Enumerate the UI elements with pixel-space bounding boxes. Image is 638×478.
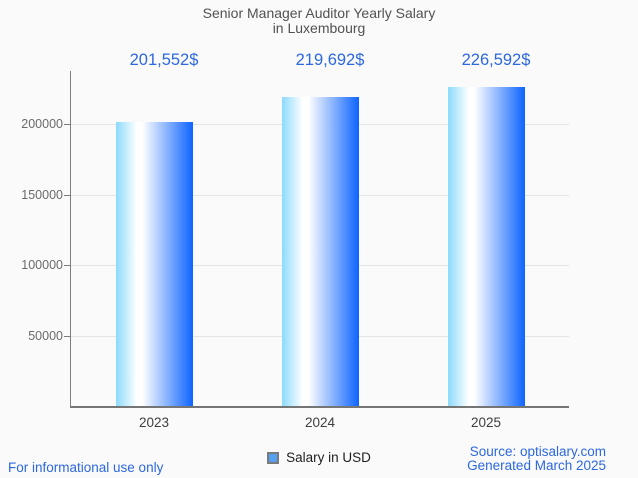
y-axis-tick (64, 194, 71, 196)
bar-2024[interactable] (281, 96, 359, 406)
y-axis-tick (64, 124, 71, 126)
x-axis-label: 2023 (138, 415, 170, 430)
y-axis-tick-label: 200000 (21, 117, 63, 132)
bar-value-label: 201,552$ (129, 51, 199, 69)
y-axis-tick-label: 50000 (28, 328, 63, 343)
y-axis-tick (64, 335, 71, 337)
legend-swatch-icon (267, 451, 280, 464)
bar-value-label: 226,592$ (461, 51, 531, 69)
chart-title: Senior Manager Auditor Yearly Salary in … (0, 6, 638, 36)
x-axis-label: 2025 (470, 415, 502, 430)
plot-area (64, 71, 569, 408)
y-axis-tick-label: 150000 (21, 187, 63, 202)
footer-source-link[interactable]: Source: optisalary.com (469, 444, 606, 459)
legend-label: Salary in USD (286, 450, 371, 465)
footer-generated: Generated March 2025 (467, 458, 606, 473)
footer-source-block: Source: optisalary.com Generated March 2… (467, 445, 606, 473)
legend: Salary in USD (0, 450, 638, 465)
bar-value-labels: 201,552$ 219,692$ 226,592$ (71, 51, 569, 71)
bar-2023[interactable] (115, 122, 193, 406)
bar-2025[interactable] (447, 87, 525, 406)
footer-disclaimer: For informational use only (8, 460, 164, 475)
y-axis-labels: 50000 100000 150000 200000 (0, 71, 63, 408)
x-axis-labels: 2023 2024 2025 (71, 415, 569, 433)
y-axis-tick (64, 265, 71, 267)
x-axis-label: 2024 (304, 415, 336, 430)
chart-title-line2: in Luxembourg (272, 20, 366, 36)
y-axis-tick-label: 100000 (21, 258, 63, 273)
bar-value-label: 219,692$ (295, 51, 365, 69)
chart-title-line1: Senior Manager Auditor Yearly Salary (202, 5, 436, 21)
